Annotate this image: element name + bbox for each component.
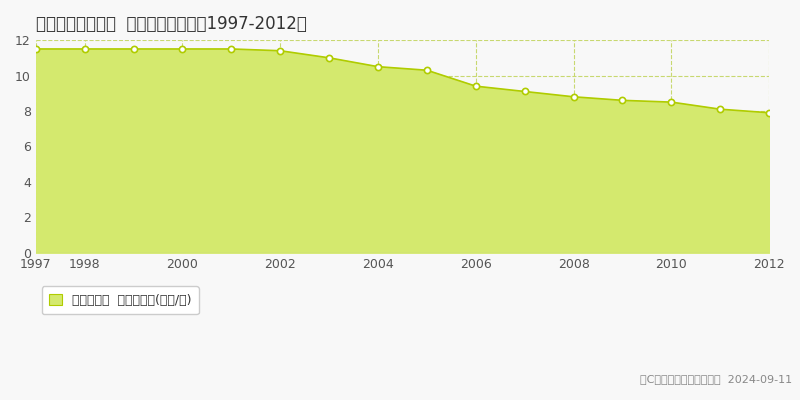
Legend: 基準地価格  平均坂単価(万円/坂): 基準地価格 平均坂単価(万円/坂) [42, 286, 199, 314]
Point [616, 97, 629, 104]
Point [176, 46, 189, 52]
Text: 遠賀郡遠賀町別府  基準地価格推移［1997-2012］: 遠賀郡遠賀町別府 基準地価格推移［1997-2012］ [36, 15, 306, 33]
Point [127, 46, 140, 52]
Point [470, 83, 482, 89]
Point [421, 67, 434, 74]
Point [372, 64, 385, 70]
Point [322, 55, 335, 61]
Point [274, 48, 286, 54]
Point [665, 99, 678, 105]
Text: （C）土地価格ドットコム  2024-09-11: （C）土地価格ドットコム 2024-09-11 [640, 374, 792, 384]
Point [78, 46, 91, 52]
Point [518, 88, 531, 95]
Point [225, 46, 238, 52]
Point [714, 106, 726, 112]
Point [762, 110, 775, 116]
Point [567, 94, 580, 100]
Point [30, 46, 42, 52]
